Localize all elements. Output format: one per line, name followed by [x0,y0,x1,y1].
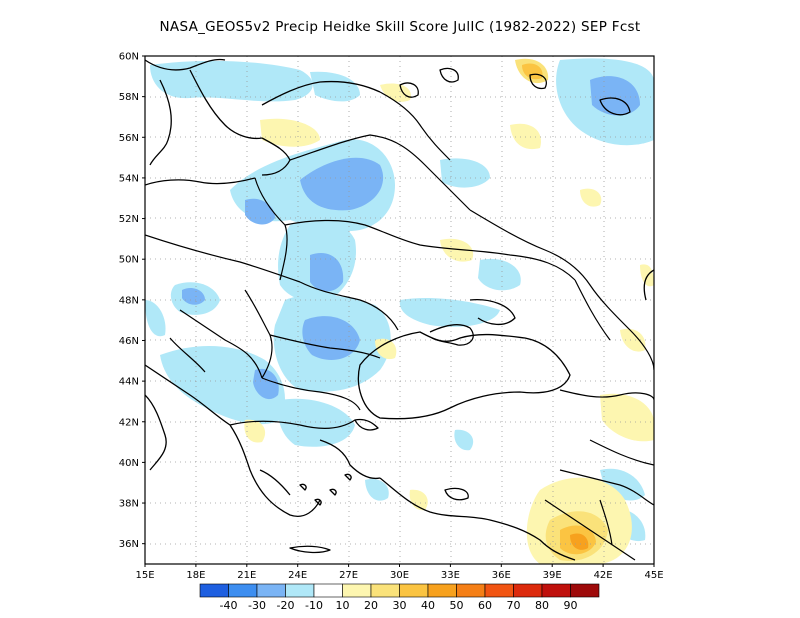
colorbar-swatch [228,583,258,598]
colorbar-swatch [570,583,600,598]
shade-italy [145,300,166,337]
shade-finland-warm [380,83,411,102]
lon-label: 30E [390,570,409,581]
colorbar-swatch [456,583,486,598]
lat-label: 40N [119,458,139,469]
shade-cyprus-area [454,429,474,451]
lon-label: 18E [186,570,205,581]
colorbar-label: -30 [248,599,266,612]
lon-label: 21E [237,570,256,581]
colorbar-label: 60 [478,599,492,612]
map-title: NASA_GEOS5v2 Precip Heidke Skill Score J… [159,19,641,35]
shade-central-russia [440,158,490,188]
colorbar-label: 70 [507,599,521,612]
lat-label: 38N [119,499,139,510]
shade-belarus-core [300,157,384,211]
colorbar-swatch [342,583,372,598]
colorbar-swatch [513,583,543,598]
colorbar: -40 -30 -20 -10 10 20 30 40 50 60 70 80 90 [199,583,600,612]
shade-black-sea-north [399,298,500,327]
lon-label: 33E [441,570,460,581]
colorbar-label: -20 [277,599,295,612]
shade-turkey-sw [365,479,389,501]
lat-label: 60N [119,52,139,63]
lon-label: 24E [288,570,307,581]
shade-hungary-core [182,288,205,305]
shade-romania-core [302,316,360,360]
shade-black-sea-warm [375,338,397,360]
shade-ukraine-east-warm [440,238,474,262]
colorbar-swatch [256,583,286,598]
country-borders [145,91,654,561]
coastlines [145,58,654,561]
lon-label: 15E [135,570,154,581]
black-sea [357,331,571,420]
colorbar-swatch [484,583,514,598]
colorbar-label: -40 [220,599,238,612]
shade-caucasus-warm [620,328,646,352]
shade-caspian-warm [640,264,654,287]
lat-label: 58N [119,92,139,103]
lat-label: 48N [119,295,139,306]
shade-russia-warm [510,123,541,150]
lon-label: 45E [644,570,663,581]
lat-label: 50N [119,255,139,266]
shade-baltic-warm [260,118,320,147]
lat-label: 44N [119,377,139,388]
colorbar-label: 20 [364,599,378,612]
colorbar-label: 50 [450,599,464,612]
shade-finland [310,71,360,102]
colorbar-swatch [313,583,343,598]
shade-baltic-north [150,60,313,102]
shaded-field [145,56,654,564]
lat-label: 36N [119,539,139,550]
shade-greece-north [278,398,355,447]
shade-east-ukraine [478,258,521,291]
shade-south-russia-warm [580,188,602,207]
shade-balkans [160,345,285,425]
lat-label: 52N [119,214,139,225]
colorbar-label: 40 [421,599,435,612]
shade-poland-core [245,198,275,225]
shade-serbia-core [253,368,279,400]
colorbar-swatch [370,583,400,598]
longitude-axis: 15E 18E 21E 24E 27E 30E 33E 36E 39E 42E 45E [135,564,664,581]
colorbar-label: 30 [393,599,407,612]
colorbar-label: -10 [305,599,323,612]
shade-ukraine-core [310,253,344,292]
shade-finland-orange [522,63,543,80]
lat-label: 56N [119,133,139,144]
colorbar-swatch [199,583,229,598]
lon-label: 36E [492,570,511,581]
colorbar-label: 80 [535,599,549,612]
colorbar-swatch [285,583,315,598]
lat-label: 46N [119,336,139,347]
latitude-axis: 60N 58N 56N 54N 52N 50N 48N 46N 44N 42N 40N 38N 36N [119,52,145,550]
lon-label: 39E [543,570,562,581]
lat-label: 54N [119,173,139,184]
colorbar-label: 10 [336,599,350,612]
shade-turkey-east-warm [600,393,654,442]
shade-turkey-se-core [570,533,589,550]
lon-label: 27E [339,570,358,581]
colorbar-label: 90 [564,599,578,612]
colorbar-swatch [399,583,429,598]
colorbar-swatch [541,583,571,598]
shade-greece-warm [244,419,266,443]
colorbar-swatch [427,583,457,598]
lon-label: 42E [594,570,613,581]
lat-label: 42N [119,417,139,428]
